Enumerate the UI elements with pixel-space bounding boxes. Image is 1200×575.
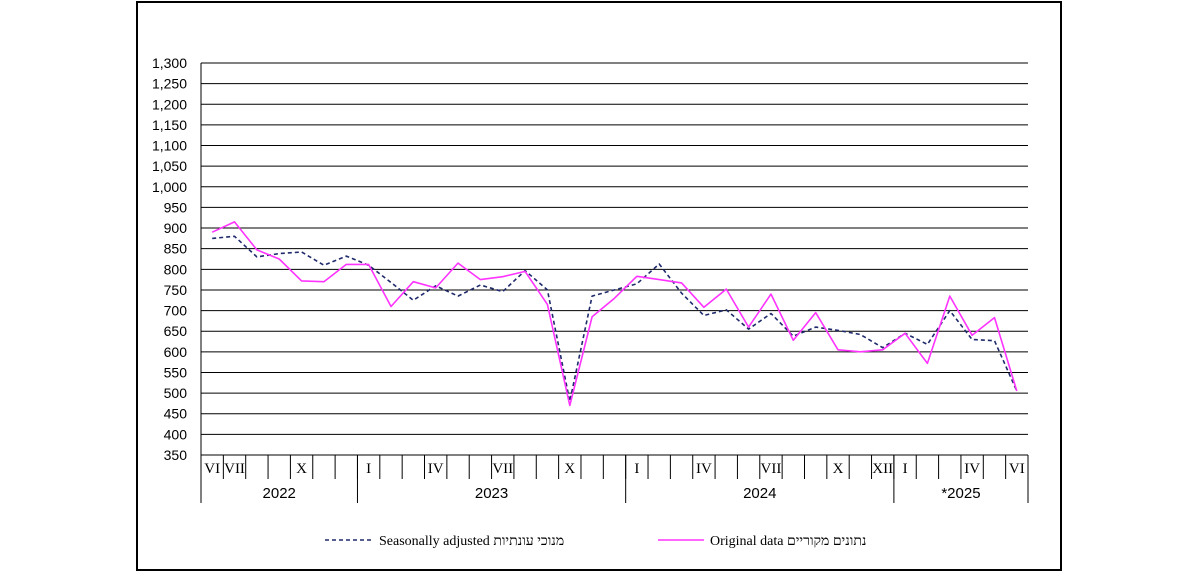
y-tick-label: 650	[164, 323, 188, 339]
y-tick-label: 1,300	[152, 55, 187, 71]
y-tick-label: 1,250	[152, 76, 187, 92]
original-data-line	[211, 221, 1018, 407]
chart-frame: 350 400 450 500 550 600 650 700 750 800 850 900 950 1…	[136, 1, 1062, 571]
month-tick-label: IV	[964, 461, 980, 477]
month-tick-label: X	[296, 461, 307, 477]
month-tick-label: XII	[872, 461, 893, 477]
series-lines	[211, 221, 1018, 407]
y-tick-label: 500	[164, 385, 188, 401]
month-tick-label: X	[833, 461, 844, 477]
y-tick-label: 950	[164, 199, 188, 215]
y-tick-label: 850	[164, 241, 188, 257]
month-tick-label: VII	[761, 461, 782, 477]
year-label: *2025	[941, 485, 980, 502]
y-tick-label: 700	[164, 303, 188, 319]
year-label: 2022	[263, 485, 296, 502]
y-tick-label: 1,000	[152, 179, 187, 195]
y-tick-label: 900	[164, 220, 188, 236]
year-label: 2023	[475, 485, 508, 502]
month-tick-label: IV	[428, 461, 444, 477]
year-label: 2024	[743, 485, 776, 502]
legend-label: Seasonally adjusted מנוכי עונתיות	[379, 534, 564, 549]
y-tick-label: 550	[164, 364, 188, 380]
y-tick-label: 1,200	[152, 96, 187, 112]
month-tick-label: IV	[696, 461, 712, 477]
month-tick-label: X	[564, 461, 575, 477]
y-tick-label: 1,050	[152, 158, 187, 174]
y-tick-label: 750	[164, 282, 188, 298]
month-tick-label: VI	[204, 461, 220, 477]
legend-label: Original data נתונים מקוריים	[710, 534, 866, 549]
month-tick-label: VI	[1009, 461, 1025, 477]
month-tick-label: I	[366, 461, 371, 477]
line-chart: 350 400 450 500 550 600 650 700 750 800 850 900 950 1…	[152, 55, 1029, 549]
y-tick-label: 800	[164, 261, 188, 277]
y-tick-label: 450	[164, 406, 188, 422]
seasonally-adjusted-line	[212, 235, 1018, 403]
month-tick-label: VII	[224, 461, 245, 477]
y-tick-label: 400	[164, 426, 188, 442]
grid-lines	[200, 62, 1028, 456]
month-tick-label: I	[634, 461, 639, 477]
y-tick-label: 350	[164, 447, 188, 463]
y-tick-label: 1,100	[152, 138, 187, 154]
month-tick-label: VII	[492, 461, 513, 477]
y-tick-label: 600	[164, 344, 188, 360]
y-axis-tick-labels: 350 400 450 500 550 600 650 700 750 800 850 900 950 1…	[152, 55, 187, 463]
legend: Seasonally adjusted מנוכי עונתיות Origina…	[325, 534, 866, 549]
month-tick-label: I	[903, 461, 908, 477]
y-tick-label: 1,150	[152, 117, 187, 133]
